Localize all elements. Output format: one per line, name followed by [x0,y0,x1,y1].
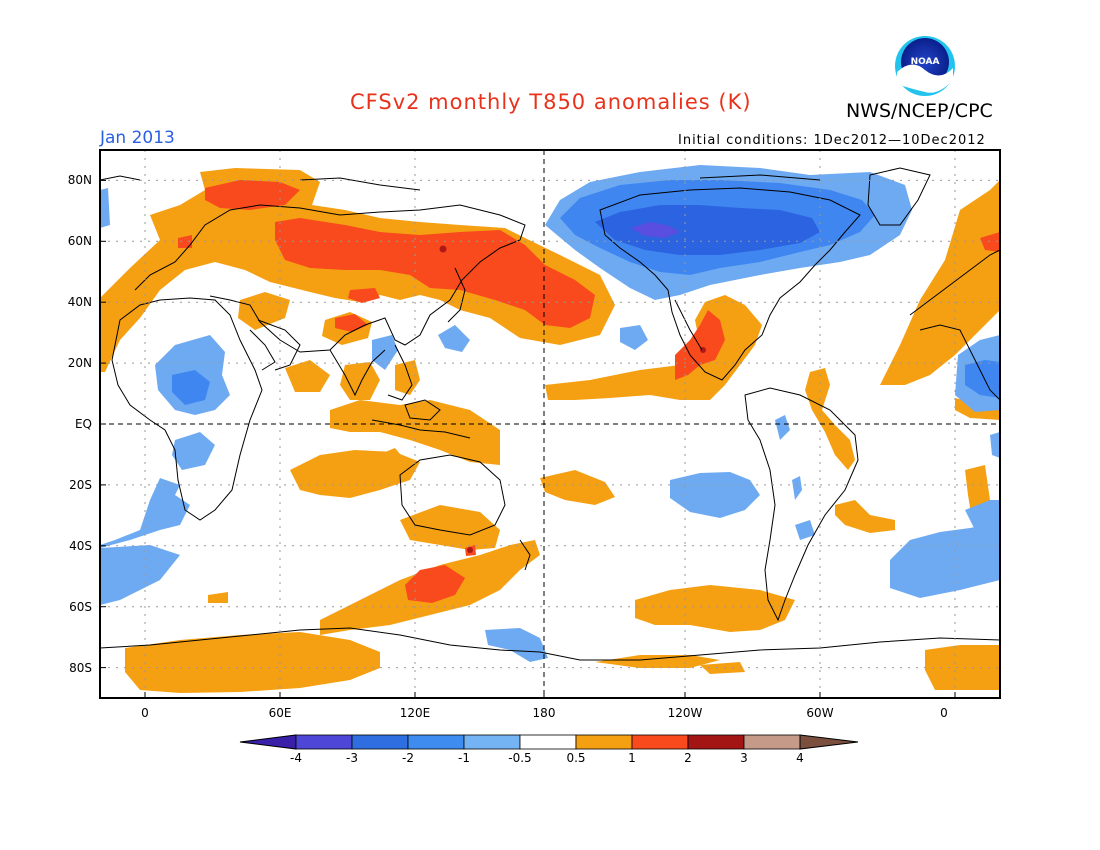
reference-lines [100,150,1000,698]
lat-label: 40N [68,295,92,309]
cold-extreme-anomaly-regions [630,222,680,238]
colorbar-label: 1 [628,751,636,765]
colorbar-segment [575,734,633,750]
colorbar-label: 3 [740,751,748,765]
colorbar-label: -3 [346,751,358,765]
colorbar-segment [295,734,353,750]
latitude-labels: 80N 60N 40N 20N EQ 20S 40S 60S 80S [68,173,92,675]
lat-label: 80N [68,173,92,187]
lon-label: 120E [400,706,431,720]
lat-label: 60N [68,234,92,248]
colorbar-label: 2 [684,751,692,765]
colorbar-label: 4 [796,751,804,765]
month-label: Jan 2013 [100,128,175,148]
longitude-labels: 0 60E 120E 180 120W 60W 0 [141,706,948,720]
colorbar-label: -2 [402,751,414,765]
colorbar-low-arrow [239,734,297,750]
lon-label: 60W [806,706,833,720]
colorbar-segment [407,734,465,750]
colorbar-label: -1 [458,751,470,765]
colorbar: -4 -3 -2 -1 -0.5 0.5 1 2 3 4 [239,734,859,765]
lon-label: 60E [269,706,292,720]
colorbar-segment [687,734,745,750]
colorbar-segment [519,734,577,750]
lat-label: 20N [68,356,92,370]
colorbar-high-arrow [799,734,859,750]
colorbar-segment [351,734,409,750]
strong-warm-anomaly-regions [178,180,1000,603]
colorbar-segment [463,734,521,750]
colorbar-segment [743,734,801,750]
coastlines [100,167,1000,661]
lon-label: 0 [141,706,149,720]
lat-label: 60S [69,600,92,614]
axis-ticks [100,179,956,698]
cold-deep-anomaly-regions [595,205,820,255]
noaa-logo: NOAA [895,36,955,96]
lon-label: 0 [940,706,948,720]
lat-label: 40S [69,539,92,553]
colorbar-label: -0.5 [508,751,531,765]
initial-conditions-label: Initial conditions: 1Dec2012—10Dec2012 [678,133,986,148]
lon-label: 180 [533,706,556,720]
lon-label: 120W [668,706,703,720]
colorbar-segment [631,734,689,750]
noaa-logo-text: NOAA [911,57,940,67]
agency-label: NWS/NCEP/CPC [846,100,993,122]
map-title: CFSv2 monthly T850 anomalies (K) [350,90,752,114]
anomaly-fields [100,150,1000,698]
lat-label: EQ [75,417,92,431]
colorbar-label: 0.5 [566,751,585,765]
colorbar-label: -4 [290,751,302,765]
max-warm-anomaly-regions [439,245,706,553]
lat-label: 80S [69,661,92,675]
lat-label: 20S [69,478,92,492]
